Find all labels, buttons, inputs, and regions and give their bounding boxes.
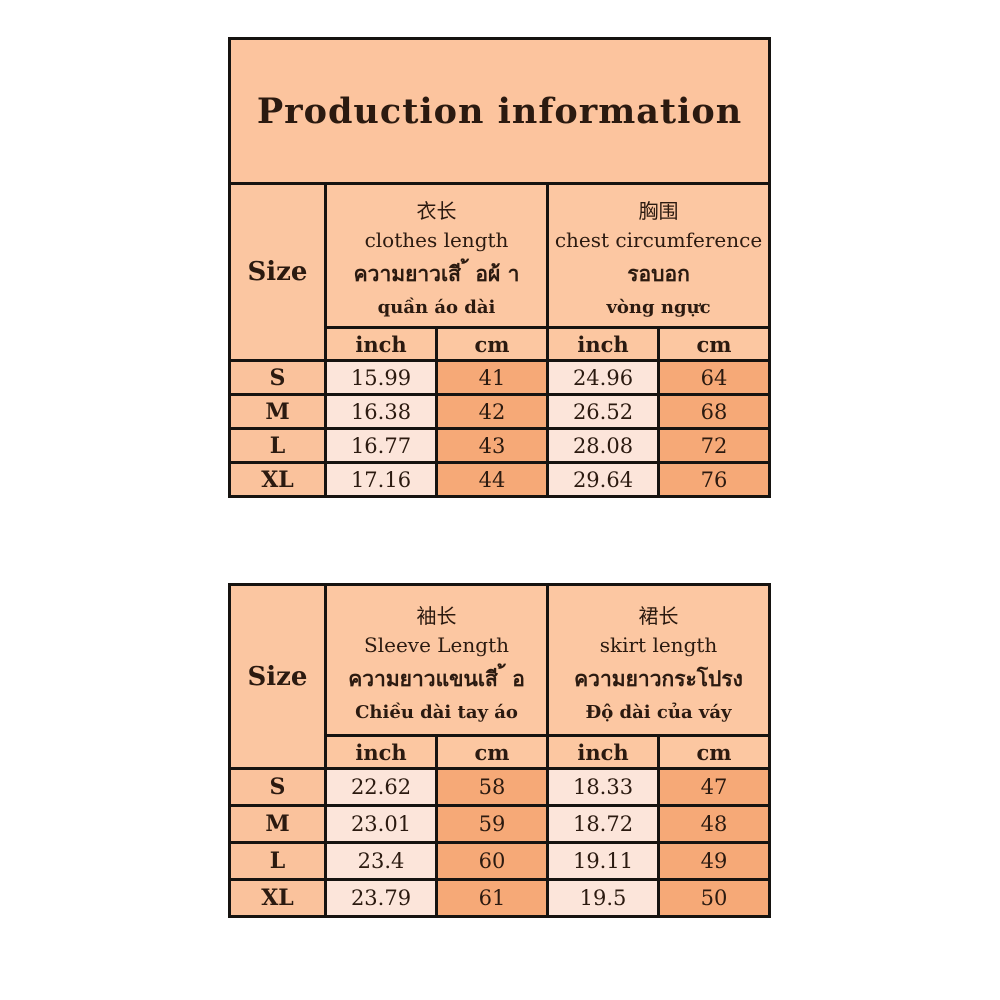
measurement-value: 61 [434,878,550,918]
unit-label: cm [657,734,772,770]
skirt-length-header: 裙长 skirt length ความยาวกระโปรง Độ dài củ… [546,583,772,737]
measurement-value: 23.79 [324,878,438,918]
measurement-value: 60 [434,841,550,881]
measurement-value: 23.01 [324,804,438,844]
unit-row: inch cm inch cm [230,734,772,770]
sleeve-length-header: 袖长 Sleeve Length ความยาวแขนเสี ้ อ Chiều… [323,583,550,737]
measure-header-row: Size 衣长 clothes length ความยาวเสี ้ อผ้ … [228,182,772,362]
measurement-value: 16.77 [324,427,438,464]
table-row-l: L 16.77 43 28.08 72 [228,427,772,464]
measurement-value: 43 [435,427,549,464]
measurement-value: 22.62 [324,767,438,807]
size-value: M [228,393,327,430]
chest-circumference-zh: 胸围 [638,199,679,223]
size-column-header: Size [228,583,327,770]
size-column-header: Size [228,182,327,362]
measurement-value: 49 [657,841,772,881]
skirt-length-vi: Độ dài của váy [585,701,732,723]
size-value: L [228,841,327,881]
sleeve-length-th: ความยาวแขนเสี ้ อ [348,666,525,691]
measure-header-row: Size 袖长 Sleeve Length ความยาวแขนเสี ้ อ … [228,583,772,770]
table-row-m: M 23.01 59 18.72 48 [228,804,772,844]
measurement-value: 48 [657,804,772,844]
unit-row: inch cm inch cm [230,326,772,362]
unit-label: cm [434,734,550,770]
sleeve-length-vi: Chiều dài tay áo [355,701,518,723]
measurement-value: 47 [657,767,772,807]
chest-circumference-en: chest circumference [554,228,763,252]
skirt-length-en: skirt length [599,632,718,657]
measurement-value: 19.11 [546,841,661,881]
page-title: Production information [227,37,772,185]
skirt-length-zh: 裙长 [638,603,679,628]
measurement-value: 16.38 [324,393,438,430]
measurement-value: 26.52 [546,393,660,430]
table-row-xl: XL 23.79 61 19.5 50 [228,878,772,918]
measurement-value: 18.72 [546,804,661,844]
table-row-s: S 15.99 41 24.96 64 [228,359,772,396]
measurement-value: 28.08 [546,427,660,464]
measurement-value: 64 [656,359,772,396]
measurement-value: 23.4 [324,841,438,881]
skirt-length-th: ความยาวกระโปรง [574,666,743,691]
clothes-length-vi: quần áo dài [377,297,496,318]
measurement-value: 19.5 [546,878,661,918]
sleeve-length-en: Sleeve Length [364,632,509,657]
size-value: XL [228,878,327,918]
measurement-value: 76 [656,461,772,498]
unit-label: inch [546,326,660,362]
measurement-value: 72 [656,427,772,464]
title-row: Production information [227,37,772,185]
measurement-value: 42 [435,393,549,430]
unit-label: inch [546,734,661,770]
table-row-s: S 22.62 58 18.33 47 [228,767,772,807]
measurement-value: 29.64 [546,461,660,498]
table-row-m: M 16.38 42 26.52 68 [228,393,772,430]
size-value: M [228,804,327,844]
chest-circumference-vi: vòng ngực [606,297,711,318]
size-value: S [228,767,327,807]
measurement-value: 17.16 [324,461,438,498]
unit-label: inch [324,326,438,362]
clothes-length-en: clothes length [364,228,509,252]
measurement-value: 18.33 [546,767,661,807]
sleeve-length-zh: 袖长 [416,603,457,628]
chest-circumference-th: รอบอก [627,262,690,286]
unit-label: cm [435,326,549,362]
size-table-sleeve-skirt: Size 袖长 Sleeve Length ความยาวแขนเสี ้ อ … [228,583,772,918]
measurement-value: 50 [657,878,772,918]
measurement-value: 59 [434,804,550,844]
measurement-value: 24.96 [546,359,660,396]
measurement-value: 58 [434,767,550,807]
measurement-value: 68 [656,393,772,430]
unit-label: cm [656,326,772,362]
size-table-clothes-chest: Production information Size 衣长 clothes l… [227,37,772,498]
unit-label: inch [324,734,438,770]
measurement-value: 44 [435,461,549,498]
clothes-length-zh: 衣长 [416,199,457,223]
chest-circumference-header: 胸围 chest circumference รอบอก vòng ngực [545,182,772,329]
size-value: L [228,427,327,464]
measurement-value: 15.99 [324,359,438,396]
measurement-value: 41 [435,359,549,396]
table-row-l: L 23.4 60 19.11 49 [228,841,772,881]
table-row-xl: XL 17.16 44 29.64 76 [228,461,772,498]
clothes-length-th: ความยาวเสี ้ อผ้ า [353,262,520,286]
size-value: XL [228,461,327,498]
clothes-length-header: 衣长 clothes length ความยาวเสี ้ อผ้ า quầ… [324,182,549,329]
size-value: S [228,359,327,396]
